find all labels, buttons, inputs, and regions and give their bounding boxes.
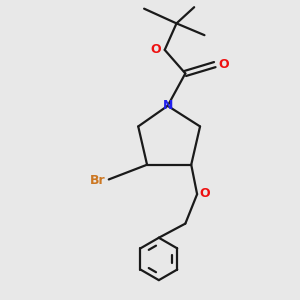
Text: O: O	[151, 44, 161, 56]
Text: O: O	[200, 187, 210, 200]
Text: O: O	[218, 58, 229, 70]
Text: N: N	[163, 99, 173, 112]
Text: Br: Br	[90, 174, 105, 187]
